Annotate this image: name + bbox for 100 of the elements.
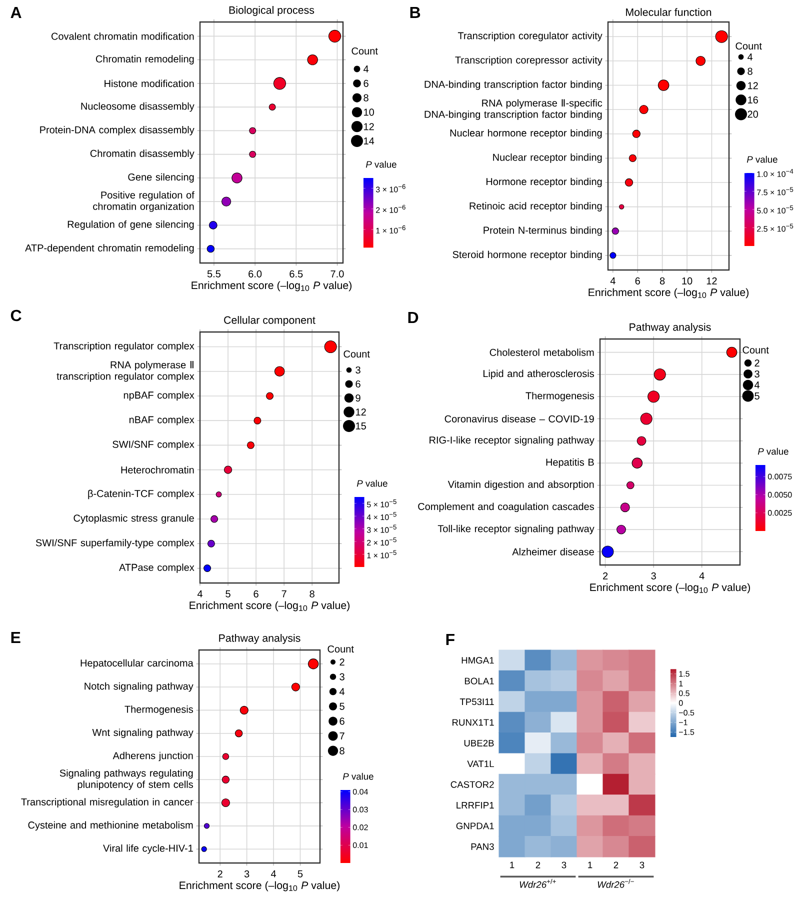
y-tick-label: Nuclear receptor binding (493, 154, 602, 163)
y-tick-label: Viral life cycle-HIV-1 (103, 844, 193, 854)
y-tick-label: Regulation of gene silencing (68, 220, 194, 230)
x-tick-label: 8 (660, 277, 665, 284)
color-bar-label: 7.5 × 10$^{−5}$ (757, 187, 794, 196)
y-tick-label: Lipid and atherosclerosis (483, 370, 594, 380)
color-bar-label: 3 × 10$^{−5}$ (366, 524, 396, 533)
y-tick-label: HMGA1 (462, 657, 494, 664)
chart-title: Molecular function (626, 8, 712, 16)
color-bar-title: P value (758, 448, 788, 455)
y-tick-label: GNPDA1 (456, 822, 494, 830)
color-bar-label: 2 × 10$^{−6}$ (376, 204, 406, 213)
color-bar-label: 0.0025 (768, 510, 792, 516)
y-tick-label: Vitamin digestion and absorption (448, 480, 594, 490)
x-tick-label: 5.5 (207, 270, 220, 278)
x-tick-label: 6.5 (290, 270, 303, 278)
color-bar-label: −1 (679, 720, 688, 726)
legend-label: 6 (364, 80, 368, 87)
legend-label: 10 (364, 108, 374, 116)
x-axis-title: Enrichment score (–log$_{10}$ P value) (190, 601, 350, 612)
x-tick-label: 3 (562, 862, 566, 868)
y-tick-label: Histone modification (104, 80, 194, 88)
y-tick-label: BOLA1 (464, 678, 494, 684)
color-bar-label: 1 × 10$^{−6}$ (376, 225, 406, 234)
color-bar-label: 0.0050 (768, 492, 792, 498)
color-bar-label: 1 × 10$^{−5}$ (367, 550, 396, 558)
y-tick-label: Thermogenesis (124, 706, 194, 715)
legend-title: Count (328, 645, 354, 653)
x-tick-label: 5 (298, 870, 303, 878)
x-tick-label: 3 (244, 870, 250, 878)
legend-label: 5 (340, 702, 344, 710)
legend-label: 4 (754, 382, 760, 388)
color-bar-label: 2 × 10$^{−5}$ (367, 538, 396, 546)
color-bar-label: 0.0075 (768, 474, 792, 480)
x-tick-label: 12 (706, 277, 717, 284)
color-bar-label: 0.04 (352, 788, 368, 795)
text: Wdr26$^{+/+}$ (520, 878, 556, 888)
y-tick-label: Nucleosome disassembly (81, 102, 194, 112)
y-tick-label: Hepatitis B (546, 458, 594, 468)
y-tick-label: Covalent chromatin modification (52, 32, 194, 40)
color-bar-label: 0.02 (352, 824, 368, 830)
legend-label: 6 (340, 718, 344, 725)
color-bar-label: −0.5 (679, 710, 694, 716)
x-tick-label: 4 (699, 572, 704, 580)
y-tick-label: nBAF complex (129, 416, 194, 426)
x-tick-label: 2 (614, 862, 618, 868)
color-bar-label: 1.0 × 10$^{−4}$ (757, 168, 794, 178)
color-bar-label: 3 × 10$^{−6}$ (376, 184, 406, 192)
y-tick-label: Hepatocellular carcinoma (80, 659, 194, 669)
color-bar-label: 0.5 (678, 690, 690, 696)
color-bar-label: 0.03 (352, 806, 368, 812)
x-tick-label: 10 (682, 277, 692, 284)
x-axis-title: Enrichment score (–log$_{10}$ P value) (588, 288, 748, 298)
y-tick-label: ATPase complex (119, 564, 194, 573)
y-tick-label: Chromatin remodeling (96, 55, 194, 64)
y-tick-label: Chromatin disassembly (90, 150, 194, 159)
legend-label: 5 (754, 392, 760, 400)
x-tick-label: 1 (510, 862, 514, 868)
x-tick-label: 2 (218, 870, 222, 878)
legend-label: 8 (364, 94, 368, 102)
legend-label: 8 (748, 68, 752, 75)
legend-label: 2 (754, 360, 760, 366)
y-tick-label: Gene silencing (128, 173, 194, 183)
x-tick-label: 2 (603, 572, 608, 580)
legend-label: 2 (340, 658, 344, 666)
y-tick-label: PAN3 (471, 843, 494, 850)
color-bar-label: 1 (679, 680, 683, 686)
text: E (11, 632, 20, 643)
color-bar-label: 1.5 (679, 671, 690, 677)
x-axis-title: Enrichment score (–log$_{10}$ P value) (180, 881, 340, 892)
y-tick-label: Toll-like receptor signaling pathway (438, 524, 594, 534)
color-bar-title: P value (746, 156, 778, 163)
y-tick-label: Transcriptional misregulation in cancer (21, 798, 194, 808)
y-tick-label: RIG-I-like receptor signaling pathway (430, 436, 594, 446)
x-axis-title: Enrichment score (–log$_{10}$ P value) (590, 583, 750, 594)
x-tick-label: 6.0 (248, 270, 262, 278)
y-tick-label: Protein-DNA complex disassembly (40, 126, 194, 136)
color-bar-label: 5.0 × 10$^{−5}$ (756, 205, 794, 214)
y-tick-label: SWI/SNF complex (112, 440, 194, 450)
x-tick-label: 5 (226, 590, 230, 598)
y-tick-label: UBE2B (464, 740, 494, 746)
y-tick-label: Retinoic acid receptor binding (470, 202, 602, 212)
x-tick-label: 3 (640, 862, 644, 868)
x-tick-label: 4 (270, 870, 276, 878)
y-tick-label: Steroid hormone receptor binding (452, 250, 602, 260)
color-bar-label: 0.01 (352, 842, 368, 848)
legend-title: Count (352, 47, 378, 55)
y-tick-label: Transcription coregulator activity (458, 32, 602, 42)
x-tick-label: 8 (310, 590, 314, 598)
chart-title: Pathway analysis (219, 634, 300, 644)
y-tick-label: SWI/SNF superfamily-type complex (36, 538, 194, 548)
legend-label: 12 (748, 82, 758, 90)
color-bar-label: 4 × 10$^{−5}$ (366, 512, 396, 520)
legend-label: 3 (340, 673, 344, 680)
y-tick-label: Cysteine and methionine metabolism (28, 821, 193, 831)
legend-title: Count (742, 346, 769, 354)
legend-label: 9 (356, 394, 360, 402)
y-tick-label: Signaling pathways regulating plunipotency of stem cells (60, 769, 194, 790)
legend-label: 12 (364, 123, 374, 130)
y-tick-label: VAT1L (467, 760, 494, 768)
